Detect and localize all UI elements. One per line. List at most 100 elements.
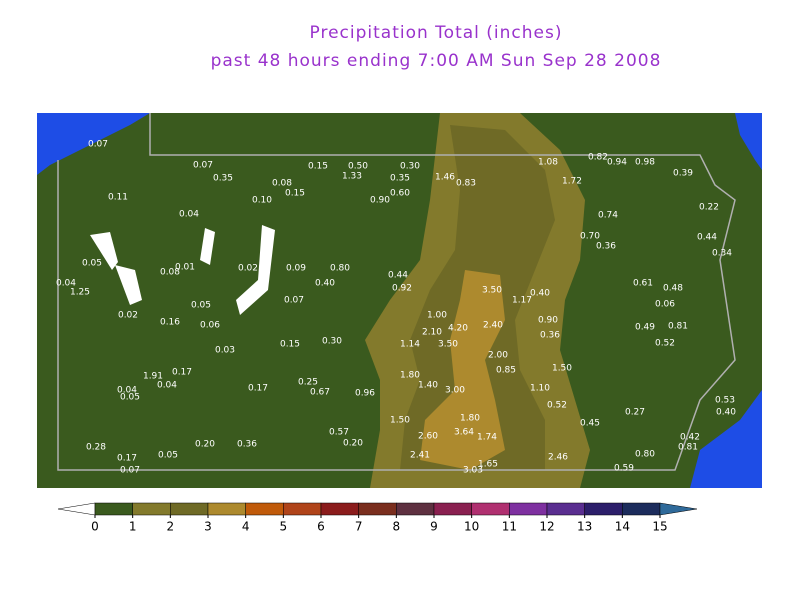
under-arrow — [57, 502, 96, 516]
tick-label: 0 — [91, 520, 99, 534]
color-box — [170, 502, 209, 516]
station-value: 0.06 — [655, 300, 675, 310]
color-box — [245, 502, 284, 516]
water — [735, 113, 762, 170]
station-value: 1.10 — [530, 384, 550, 394]
color-box — [94, 502, 133, 516]
tick-label: 3 — [204, 520, 212, 534]
station-value: 0.36 — [540, 331, 560, 341]
station-value: 0.49 — [635, 323, 655, 333]
station-value: 0.08 — [160, 268, 180, 278]
station-value: 0.06 — [200, 321, 220, 331]
colorbar: 0 1 2 3 4 5 6 7 8 9 10 11 12 13 14 15 — [57, 502, 698, 534]
station-value: 0.04 — [157, 381, 177, 391]
station-value: 3.50 — [482, 286, 502, 296]
station-value: 0.60 — [390, 189, 410, 199]
station-value: 0.92 — [392, 284, 412, 294]
station-values: 0.070.070.350.15 0.501.330.300.350.110.08… — [56, 140, 736, 476]
station-value: 0.04 — [117, 386, 137, 396]
station-value: 0.02 — [118, 311, 138, 321]
color-box — [584, 502, 623, 516]
color-box — [433, 502, 472, 516]
station-value: 0.85 — [496, 366, 516, 376]
station-value: 0.35 — [390, 174, 410, 184]
station-value: 0.90 — [370, 196, 390, 206]
station-value: 0.05 — [158, 451, 178, 461]
color-box — [283, 502, 322, 516]
station-value: 0.44 — [388, 271, 408, 281]
station-value: 0.83 — [456, 179, 476, 189]
tick-label: 13 — [577, 520, 592, 534]
station-value: 0.74 — [598, 211, 618, 221]
station-value: 1.65 — [478, 460, 498, 470]
station-value: 0.20 — [195, 440, 215, 450]
map: 0.070.070.350.15 0.501.330.300.350.110.08… — [37, 113, 762, 488]
station-value: 0.04 — [56, 279, 76, 289]
state-outline — [57, 113, 736, 471]
station-value: 0.03 — [215, 346, 235, 356]
station-value: 0.02 — [238, 264, 258, 274]
station-value: 1.00 — [427, 311, 447, 321]
station-value: 2.60 — [418, 432, 438, 442]
station-value: 0.17 — [117, 454, 137, 464]
station-value: 0.36 — [596, 242, 616, 252]
station-value: 1.50 — [390, 416, 410, 426]
station-value: 1.72 — [562, 177, 582, 187]
tick-label: 11 — [502, 520, 517, 534]
rain-3in — [420, 270, 505, 470]
station-value: 0.15 — [308, 162, 328, 172]
color-box — [132, 502, 171, 516]
station-value: 1.40 — [418, 381, 438, 391]
station-value: 0.07 — [193, 161, 213, 171]
station-value: 0.36 — [237, 440, 257, 450]
station-value: 2.00 — [488, 351, 508, 361]
station-value: 0.05 — [82, 259, 102, 269]
station-value: 0.30 — [400, 162, 420, 172]
station-value: 1.91 — [143, 372, 163, 382]
station-value: 0.80 — [635, 450, 655, 460]
station-value: 1.74 — [477, 433, 497, 443]
tick-label: 1 — [129, 520, 137, 534]
station-value: 2.10 — [422, 328, 442, 338]
station-value: 0.59 — [614, 464, 634, 474]
station-value: 0.30 — [322, 337, 342, 347]
station-value: 0.15 — [280, 340, 300, 350]
tick-label: 8 — [393, 520, 401, 534]
lake — [236, 225, 275, 315]
station-value: 0.16 — [160, 318, 180, 328]
lake — [115, 265, 142, 305]
station-value: 0.53 — [715, 396, 735, 406]
subtitle: past 48 hours ending 7:00 AM Sun Sep 28 … — [211, 51, 662, 71]
station-value: 0.17 — [248, 384, 268, 394]
station-value: 0.42 — [680, 433, 700, 443]
color-box — [207, 502, 246, 516]
station-value: 2.46 — [548, 453, 568, 463]
station-value: 0.35 — [213, 174, 233, 184]
station-value: 3.64 — [454, 428, 474, 438]
station-value: 0.05 — [191, 301, 211, 311]
station-value: 3.50 — [438, 340, 458, 350]
station-value: 0.07 — [284, 296, 304, 306]
station-value: 0.07 — [120, 466, 140, 476]
station-value: 0.17 — [172, 368, 192, 378]
title: Precipitation Total (inches) — [310, 23, 563, 43]
station-value: 0.05 — [120, 393, 140, 403]
station-value: 0.94 — [607, 158, 627, 168]
tick-label: 5 — [280, 520, 288, 534]
color-box — [471, 502, 510, 516]
station-value: 0.40 — [716, 408, 736, 418]
station-value: 0.01 — [175, 263, 195, 273]
station-value: 0.40 — [315, 279, 335, 289]
tick-label: 10 — [464, 520, 479, 534]
station-value: 0.44 — [697, 233, 717, 243]
lake-erie — [37, 113, 150, 175]
station-value: 1.80 — [460, 414, 480, 424]
station-value: 0.70 — [580, 232, 600, 242]
station-value: 1.14 — [400, 340, 420, 350]
station-value: 0.67 — [310, 388, 330, 398]
lake — [90, 232, 118, 270]
station-value: 0.10 — [252, 196, 272, 206]
color-box — [509, 502, 548, 516]
station-value: 0.34 — [712, 249, 732, 259]
station-value: 0.52 — [547, 401, 567, 411]
